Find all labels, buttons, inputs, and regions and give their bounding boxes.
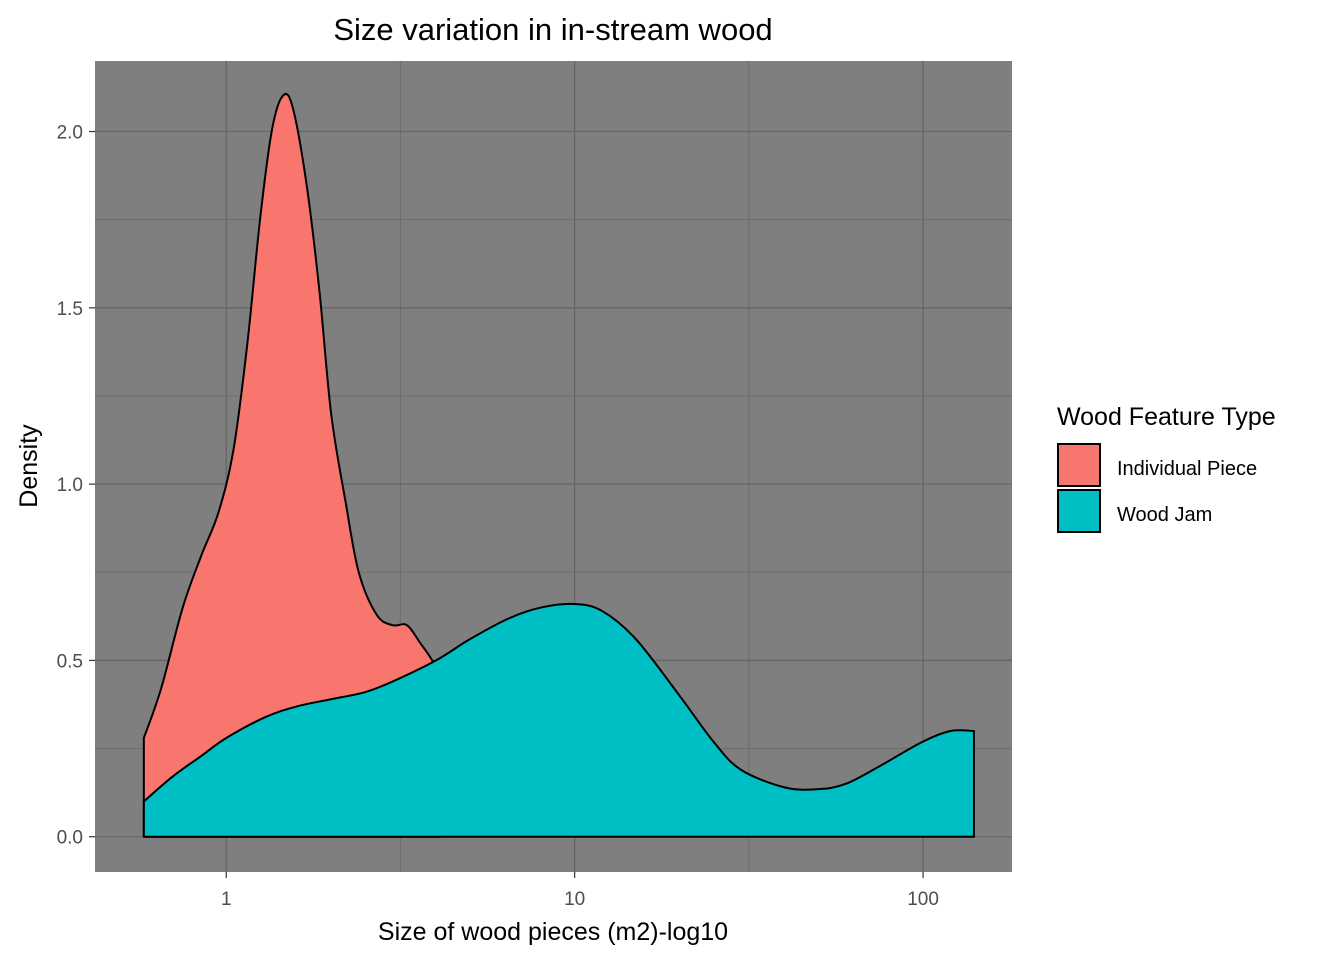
y-axis-title: Density bbox=[15, 424, 43, 508]
legend-key bbox=[1057, 443, 1101, 487]
y-tick-label: 1.5 bbox=[57, 299, 83, 320]
x-axis: 1 10 100 bbox=[221, 872, 939, 910]
x-axis-title: Size of wood pieces (m2)-log10 bbox=[378, 918, 728, 946]
legend-item-wood-jam: Wood Jam bbox=[1057, 489, 1212, 533]
y-tick-label: 0.0 bbox=[57, 828, 83, 849]
chart-title: Size variation in in-stream wood bbox=[333, 12, 772, 47]
legend-label: Individual Piece bbox=[1117, 458, 1257, 480]
y-tick-label: 0.5 bbox=[57, 651, 83, 672]
y-axis: 0.0 0.5 1.0 1.5 2.0 bbox=[57, 123, 95, 849]
legend-title: Wood Feature Type bbox=[1057, 403, 1276, 431]
legend: Wood Feature Type Individual Piece Wood … bbox=[1057, 403, 1276, 533]
density-area-wood-jam bbox=[142, 602, 975, 838]
x-tick-label: 10 bbox=[564, 889, 585, 910]
y-tick-label: 2.0 bbox=[57, 123, 83, 144]
x-tick-label: 100 bbox=[907, 889, 939, 910]
density-area-individual-piece bbox=[142, 92, 441, 838]
density-areas bbox=[142, 92, 975, 838]
y-tick-label: 1.0 bbox=[57, 475, 83, 496]
legend-key bbox=[1057, 489, 1101, 533]
x-tick-label: 1 bbox=[221, 889, 232, 910]
legend-item-individual-piece: Individual Piece bbox=[1057, 443, 1257, 487]
legend-label: Wood Jam bbox=[1117, 504, 1212, 526]
